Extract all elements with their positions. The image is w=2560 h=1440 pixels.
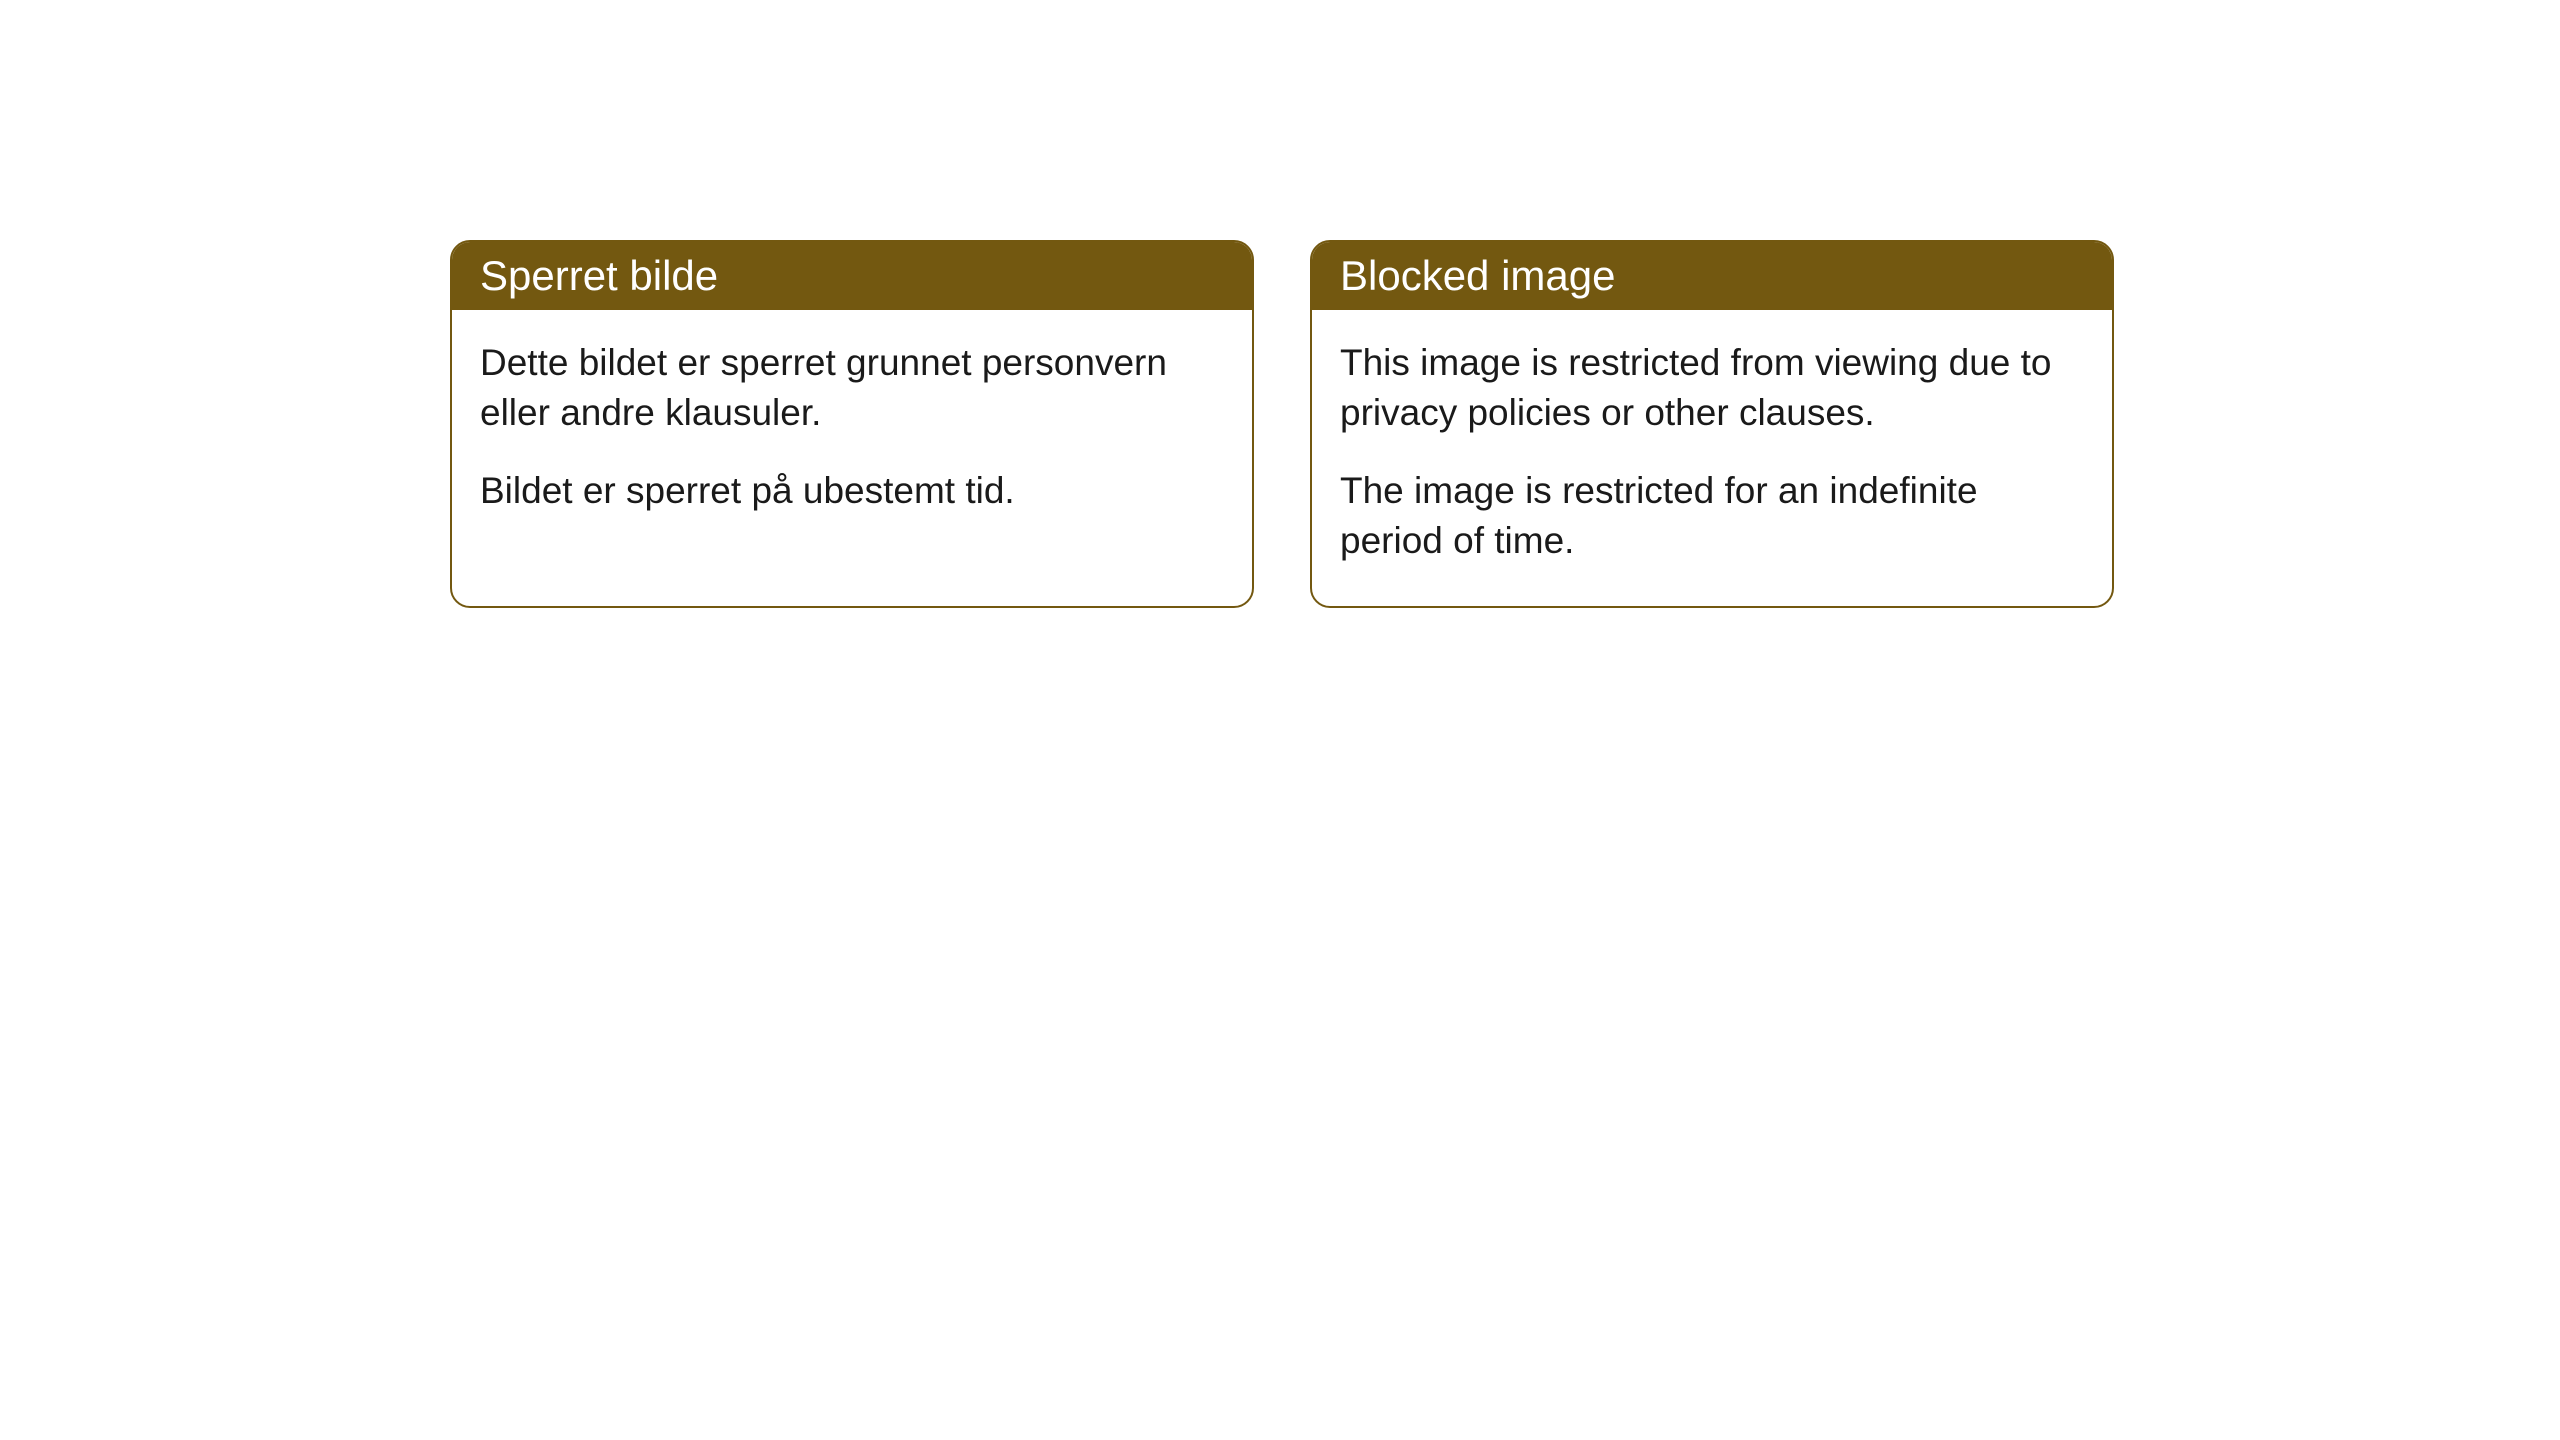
- card-header: Blocked image: [1312, 242, 2112, 310]
- notice-cards-container: Sperret bilde Dette bildet er sperret gr…: [450, 240, 2114, 608]
- card-paragraph-2: The image is restricted for an indefinit…: [1340, 466, 2084, 566]
- card-paragraph-1: Dette bildet er sperret grunnet personve…: [480, 338, 1224, 438]
- card-body: Dette bildet er sperret grunnet personve…: [452, 310, 1252, 556]
- blocked-image-card-norwegian: Sperret bilde Dette bildet er sperret gr…: [450, 240, 1254, 608]
- card-body: This image is restricted from viewing du…: [1312, 310, 2112, 606]
- card-title: Sperret bilde: [480, 252, 718, 299]
- blocked-image-card-english: Blocked image This image is restricted f…: [1310, 240, 2114, 608]
- card-paragraph-2: Bildet er sperret på ubestemt tid.: [480, 466, 1224, 516]
- card-paragraph-1: This image is restricted from viewing du…: [1340, 338, 2084, 438]
- card-header: Sperret bilde: [452, 242, 1252, 310]
- card-title: Blocked image: [1340, 252, 1615, 299]
